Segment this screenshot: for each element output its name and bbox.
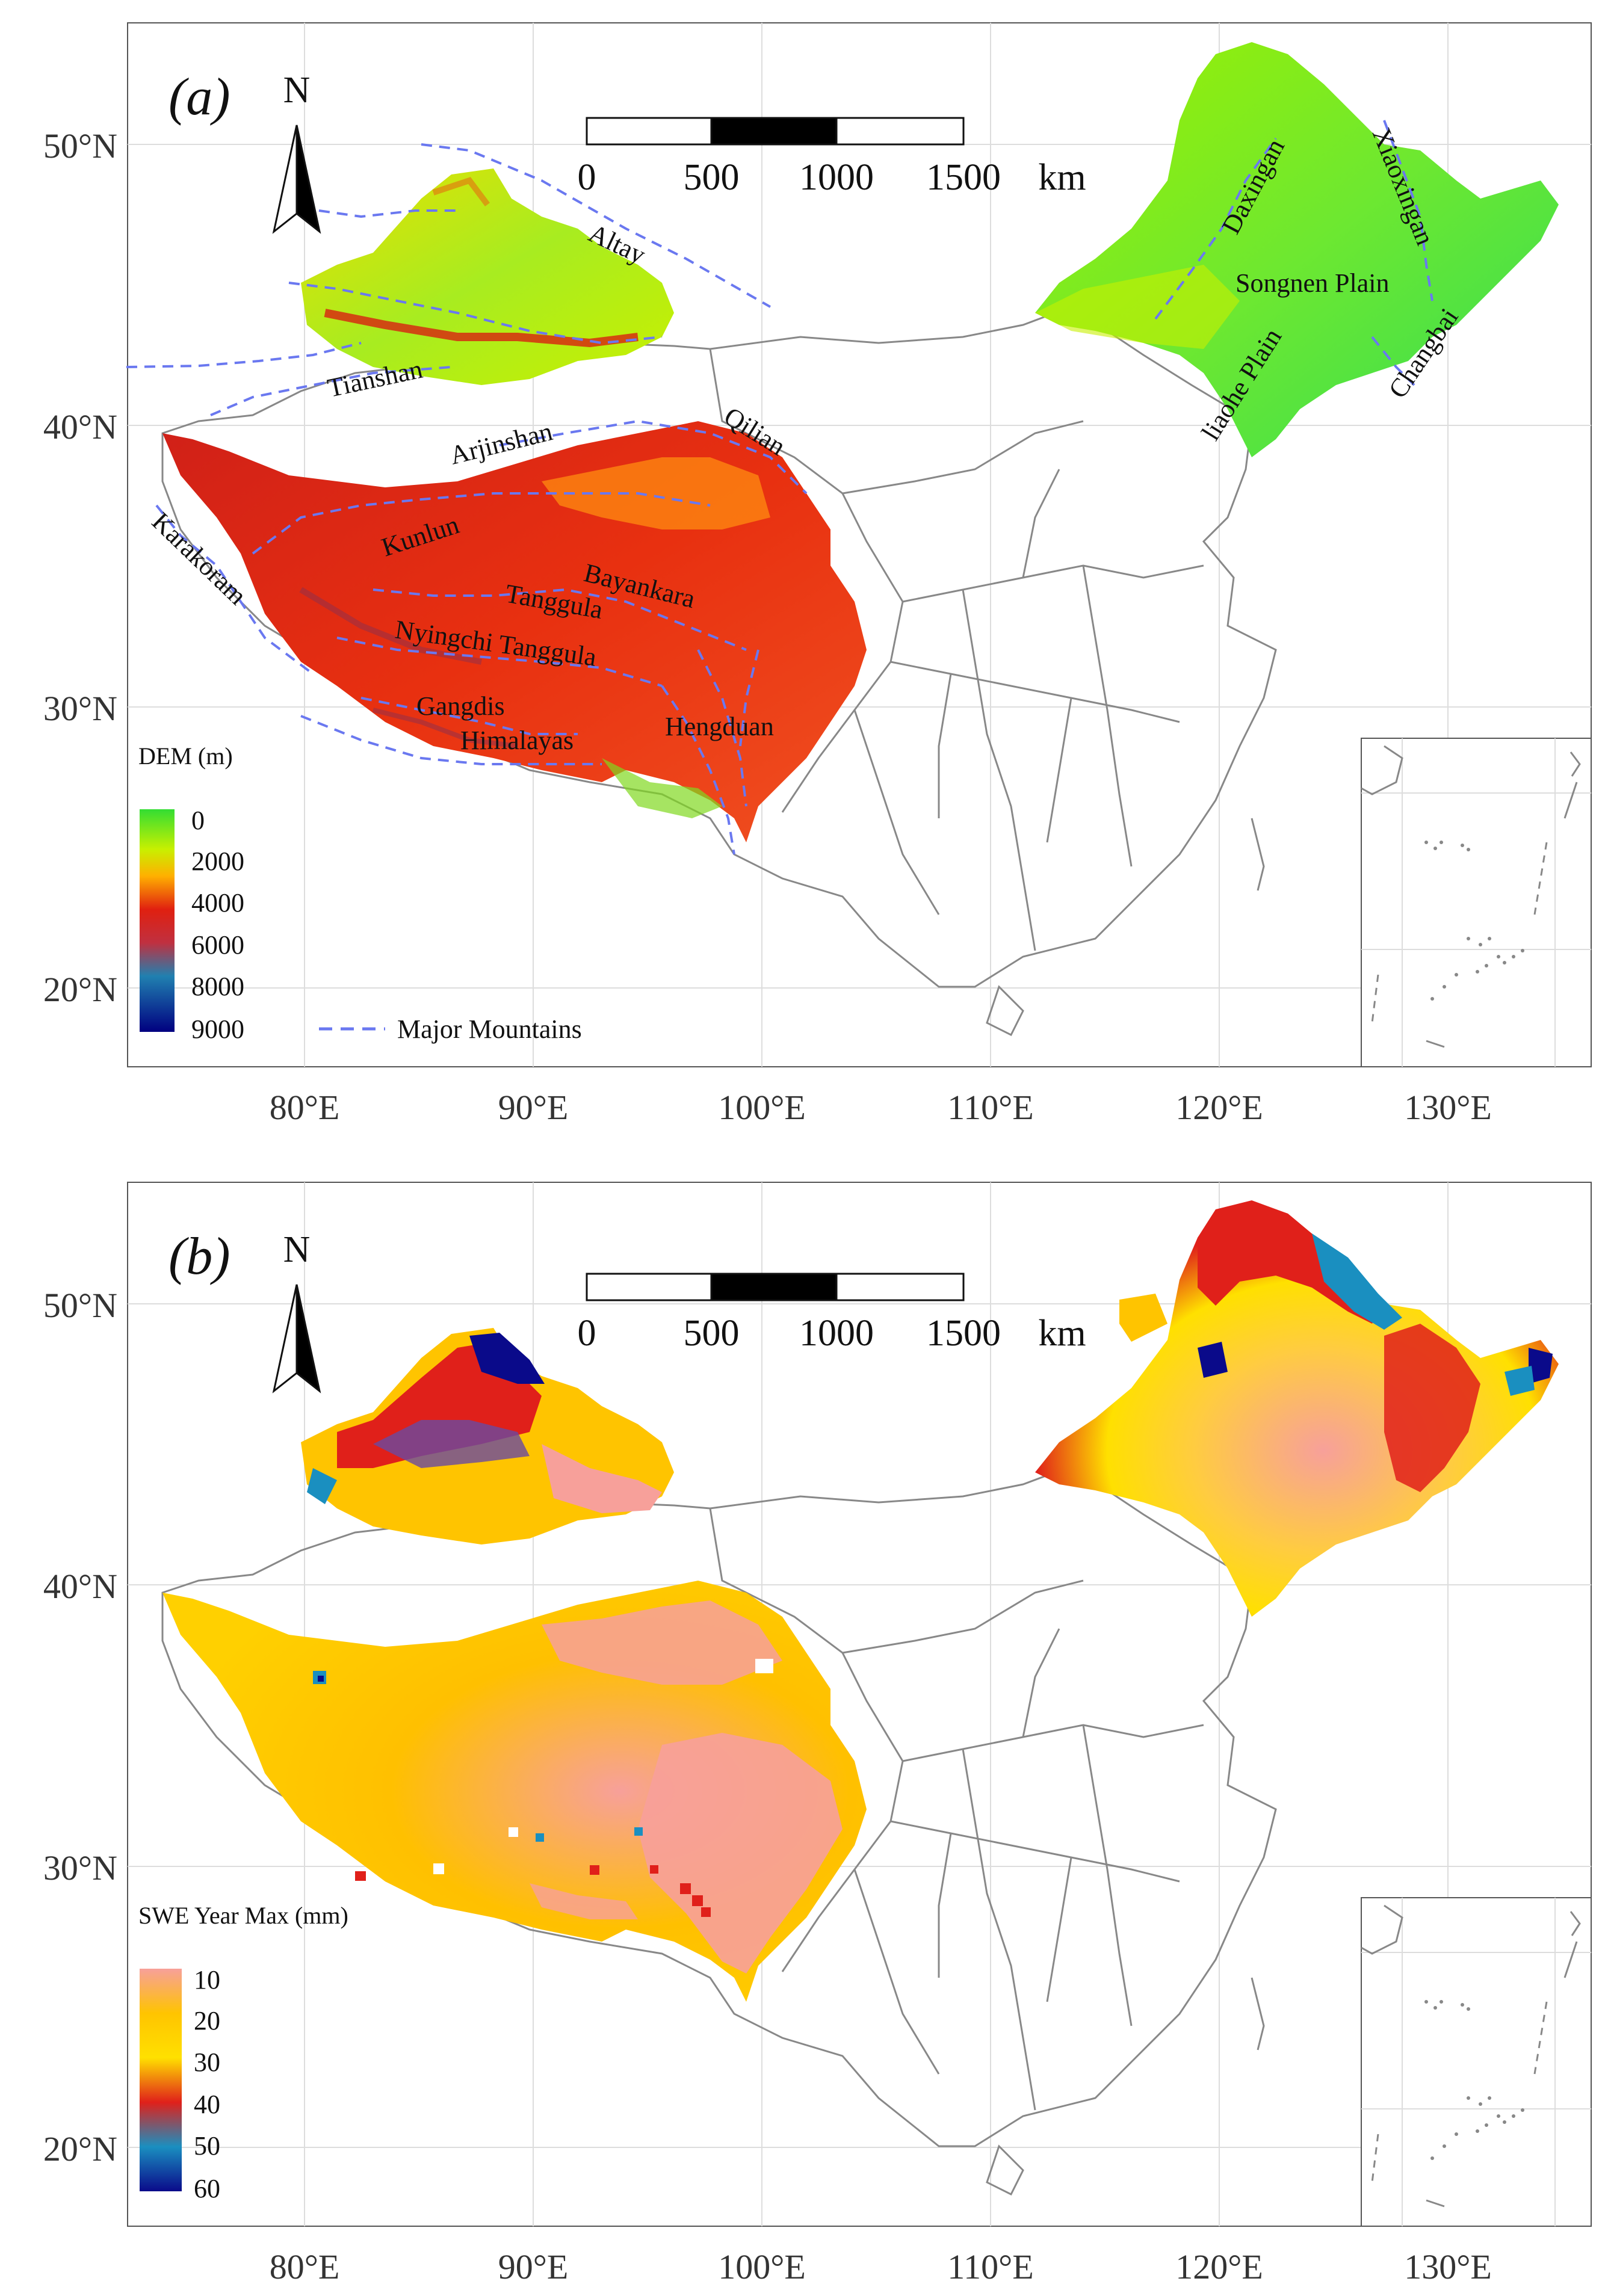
panel-b-label: (b) [169,1227,230,1286]
scale-b-tick-500: 500 [684,1313,740,1354]
legend-a-tick-8000: 8000 [191,972,244,1001]
panel-a: 0 500 1000 1500 km N (a) Altay Tianshan … [43,22,1592,1127]
lat-20: 20°N [43,970,117,1009]
scale-tick-0: 0 [578,157,596,198]
legend-b-tick-10: 10 [194,1965,220,1995]
lon-80: 80°E [270,1088,340,1127]
lat-b-20: 20°N [43,2129,117,2168]
panel-a-legend: DEM (m) 0 2000 4000 6000 8000 9000 Major… [138,742,582,1044]
label-himalayas: Himalayas [460,726,574,755]
legend-a-tick-4000: 4000 [191,888,244,918]
panel-a-scale-bar: 0 500 1000 1500 km [578,117,1086,198]
scale-tick-500: 500 [684,157,740,198]
panel-b-axis-labels: 50°N 40°N 30°N 20°N 80°E 90°E 100°E 110°… [43,1286,1492,2286]
lon-b-90: 90°E [498,2247,569,2286]
panel-b-scale-bar: 0 500 1000 1500 km [578,1273,1086,1354]
legend-b-tick-20: 20 [194,2006,220,2035]
lon-130: 130°E [1404,1088,1492,1127]
lon-100: 100°E [718,1088,806,1127]
legend-a-title: DEM (m) [138,742,233,770]
scale-unit: km [1038,157,1086,198]
dem-region-xinjiang [301,168,674,385]
panel-a-mountain-lines [126,120,1433,855]
swe-region-northeast [1035,1202,1559,1617]
lon-b-120: 120°E [1175,2247,1263,2286]
north-arrow-b-icon: N [272,1229,321,1393]
scale-b-tick-1500: 1500 [926,1313,1001,1354]
panel-a-axis-labels: 50°N 40°N 30°N 20°N 80°E 90°E 100°E 110°… [43,126,1492,1127]
lon-110: 110°E [947,1088,1033,1127]
scale-tick-1500: 1500 [926,157,1001,198]
dem-region-northeast [1035,42,1559,457]
north-arrow-icon: N [272,70,321,234]
lat-30: 30°N [43,689,117,728]
legend-b-tick-60: 60 [194,2174,220,2203]
panel-a-china-border [161,306,1277,1037]
legend-a-tick-9000: 9000 [191,1014,244,1044]
label-gangdis: Gangdis [416,691,505,721]
panel-b: 0 500 1000 1500 km N (b) SWE Year Max (m… [43,1182,1592,2286]
lat-40: 40°N [43,407,117,446]
label-hengduan: Hengduan [665,712,774,741]
lon-b-130: 130°E [1404,2247,1492,2286]
lat-50: 50°N [43,126,117,165]
lon-b-110: 110°E [947,2247,1033,2286]
legend-b-colorbar [140,1969,182,2191]
label-songnen-plain: Songnen Plain [1235,268,1389,298]
panel-b-china-border [161,1465,1277,2196]
legend-a-tick-0: 0 [191,806,205,835]
legend-b-title: SWE Year Max (mm) [138,1902,348,1929]
scale-tick-1000: 1000 [799,157,874,198]
lat-b-40: 40°N [43,1567,117,1606]
lat-b-30: 30°N [43,1848,117,1887]
lat-b-50: 50°N [43,1286,117,1325]
panel-b-legend: SWE Year Max (mm) 10 20 30 40 50 60 [138,1902,348,2203]
lon-120: 120°E [1175,1088,1263,1127]
north-label: N [283,70,311,111]
legend-a-tick-2000: 2000 [191,847,244,876]
scale-b-tick-1000: 1000 [799,1313,874,1354]
panel-b-inset [1361,1897,1592,2227]
legend-a-tick-6000: 6000 [191,930,244,960]
legend-b-tick-30: 30 [194,2048,220,2077]
panel-a-inset [1361,738,1592,1067]
legend-b-tick-50: 50 [194,2131,220,2161]
legend-b-tick-40: 40 [194,2090,220,2119]
legend-a-colorbar [140,809,175,1032]
north-b-label: N [283,1229,311,1270]
scale-b-tick-0: 0 [578,1313,596,1354]
swe-tp-red-patches [355,1865,711,1917]
legend-a-mountains: Major Mountains [397,1014,582,1044]
lon-b-80: 80°E [270,2247,340,2286]
lon-90: 90°E [498,1088,569,1127]
scale-b-unit: km [1038,1313,1086,1354]
panel-a-label: (a) [169,68,230,126]
lon-b-100: 100°E [718,2247,806,2286]
